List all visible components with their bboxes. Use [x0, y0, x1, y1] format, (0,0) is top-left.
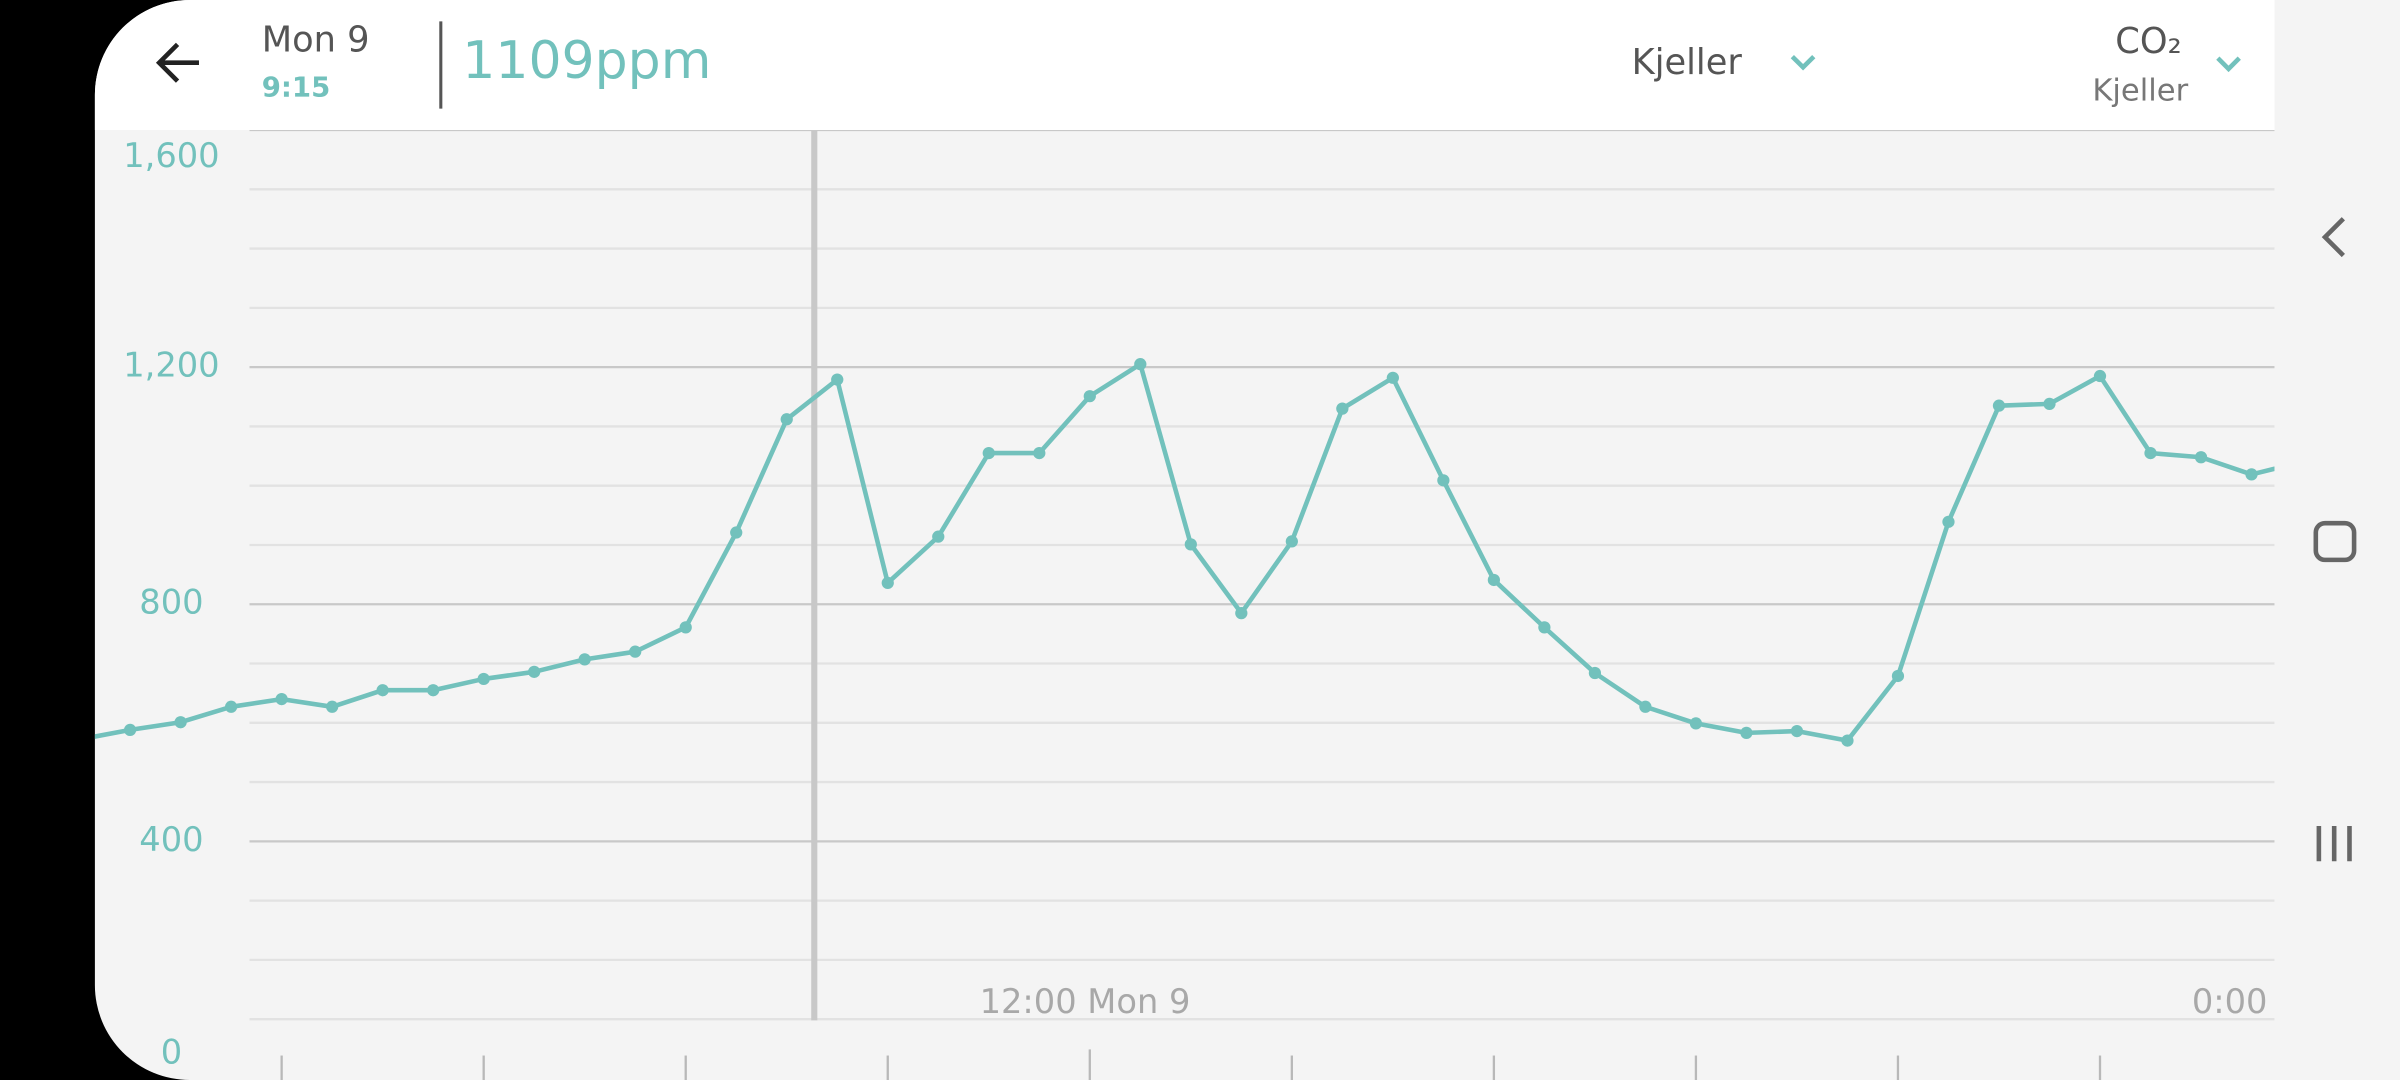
- point: [780, 413, 793, 426]
- reading: 1109ppm: [462, 31, 711, 91]
- point: [1386, 371, 1399, 384]
- point: [1134, 358, 1147, 371]
- point: [1689, 717, 1703, 730]
- y-tick-label: 0: [161, 1033, 182, 1072]
- point: [831, 373, 844, 386]
- point: [1841, 734, 1854, 747]
- location-select[interactable]: Kjeller: [1632, 42, 1743, 83]
- point: [932, 530, 945, 543]
- point: [2043, 397, 2056, 411]
- point: [1033, 446, 1046, 460]
- point: [2194, 451, 2208, 464]
- point: [174, 716, 187, 729]
- metric-location: Kjeller: [2092, 73, 2188, 108]
- point: [1740, 726, 1753, 740]
- point: [1437, 474, 1450, 487]
- y-tick-label: 1,200: [123, 346, 219, 385]
- x-tick-label: 12:00 Mon 9: [980, 982, 1191, 1021]
- back-button[interactable]: [155, 42, 199, 83]
- y-tick-label: 400: [139, 820, 203, 859]
- point: [629, 645, 642, 658]
- point: [1083, 390, 1096, 403]
- point: [730, 526, 743, 539]
- point: [578, 653, 591, 666]
- point: [477, 672, 490, 686]
- point: [1588, 666, 1602, 680]
- y-tick-label: 800: [139, 583, 203, 622]
- chevron[interactable]: [1790, 54, 1816, 71]
- point: [881, 576, 894, 590]
- header-bar: [94, 0, 2275, 131]
- point: [1285, 535, 1298, 548]
- nav-recents[interactable]: [2316, 826, 2352, 862]
- x-tick-label: 0:00: [2192, 982, 2268, 1021]
- point: [1487, 573, 1500, 587]
- plot-area: 12:00 Mon 9 0:00: [94, 130, 2275, 1080]
- point: [1336, 402, 1349, 415]
- point: [1942, 515, 1955, 528]
- chevron[interactable]: [2216, 56, 2241, 73]
- nav-bar: [2274, 0, 2400, 1080]
- point: [982, 446, 995, 460]
- metric-select[interactable]: CO₂: [2115, 21, 2181, 62]
- app-surface: [94, 0, 2400, 1080]
- point: [2093, 369, 2107, 383]
- point: [1639, 700, 1652, 713]
- point: [1790, 724, 1804, 738]
- point: [225, 700, 238, 713]
- point: [679, 621, 692, 634]
- point: [1538, 621, 1551, 634]
- point: [2245, 468, 2258, 481]
- point: [123, 723, 137, 737]
- nav-home[interactable]: [2313, 520, 2357, 563]
- point: [326, 700, 339, 713]
- point: [427, 684, 440, 697]
- point: [528, 665, 541, 678]
- point: [1891, 669, 1905, 683]
- point: [1992, 399, 2006, 412]
- nav-back[interactable]: [2321, 217, 2345, 258]
- point: [2144, 446, 2157, 460]
- date: Mon 9: [262, 19, 370, 60]
- point: [376, 684, 389, 697]
- time: 9:15: [262, 72, 331, 104]
- point: [275, 692, 288, 706]
- point: [1235, 607, 1248, 620]
- y-tick-label: 1,600: [123, 136, 219, 175]
- point: [1184, 538, 1197, 551]
